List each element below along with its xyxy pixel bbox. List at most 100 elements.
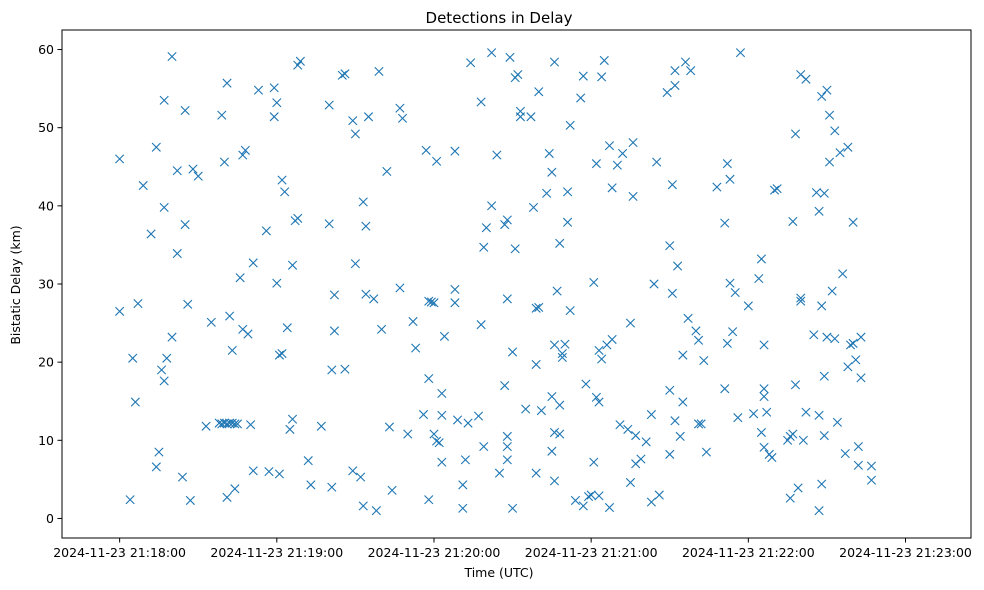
data-point (607, 334, 617, 345)
data-point (280, 187, 290, 197)
data-points (115, 48, 877, 516)
data-point (526, 112, 536, 122)
data-point (667, 288, 677, 298)
data-point (646, 497, 656, 507)
data-point (350, 129, 360, 139)
data-point (450, 146, 460, 156)
data-point (274, 469, 285, 479)
data-point (824, 110, 835, 120)
data-point (138, 180, 148, 191)
data-point (172, 248, 182, 259)
data-point (625, 318, 636, 328)
data-point (662, 87, 672, 98)
data-point (796, 293, 806, 303)
data-point (756, 254, 767, 264)
y-tick-label: 30 (38, 277, 54, 292)
data-point (201, 421, 211, 431)
data-point (534, 87, 544, 97)
data-point (798, 435, 808, 445)
data-point (397, 113, 408, 123)
data-point (673, 261, 683, 271)
data-point (628, 191, 638, 202)
data-point (544, 148, 554, 159)
data-point (756, 427, 767, 438)
data-point (329, 326, 340, 336)
data-point (303, 456, 313, 466)
data-point (115, 306, 125, 316)
data-point (830, 126, 840, 136)
data-point (843, 142, 853, 152)
data-point (167, 332, 177, 342)
data-point (555, 400, 565, 410)
data-point (680, 57, 691, 67)
data-point (128, 353, 138, 363)
data-point (502, 431, 512, 441)
y-axis-label: Bistatic Delay (km) (8, 225, 23, 344)
data-point (180, 220, 190, 230)
data-point (243, 329, 253, 339)
data-point (560, 339, 570, 349)
data-point (547, 446, 557, 456)
data-point (240, 145, 250, 155)
data-point (646, 409, 656, 420)
data-point (654, 490, 664, 500)
data-point (811, 187, 822, 198)
data-point (840, 449, 850, 459)
data-point (458, 503, 468, 513)
data-point (515, 106, 526, 116)
data-point (531, 359, 541, 370)
data-point (691, 326, 701, 336)
data-point (269, 112, 279, 122)
data-point (604, 502, 615, 513)
data-point (712, 182, 722, 192)
data-point (408, 316, 418, 327)
data-point (361, 221, 371, 231)
data-point (696, 419, 706, 429)
data-point (429, 429, 439, 439)
data-point (853, 441, 863, 452)
data-point (272, 98, 282, 108)
data-point (845, 340, 856, 350)
data-point (159, 95, 169, 105)
y-tick-label: 60 (38, 42, 54, 57)
data-point (277, 348, 287, 359)
data-point (838, 269, 848, 279)
data-point (361, 289, 371, 299)
data-point (528, 202, 539, 212)
data-point (350, 259, 360, 269)
data-point (631, 431, 641, 441)
data-point (693, 419, 704, 429)
data-point (505, 52, 515, 62)
data-point (576, 93, 586, 103)
data-point (180, 105, 190, 116)
data-point (269, 83, 279, 93)
data-point (421, 145, 431, 155)
data-point (788, 429, 798, 439)
data-point (432, 156, 442, 166)
data-point (730, 288, 740, 298)
data-point (830, 334, 840, 344)
data-point (817, 91, 827, 102)
data-point (754, 273, 764, 284)
data-point (340, 364, 350, 374)
data-point (578, 71, 588, 81)
data-point (835, 148, 845, 158)
data-point (507, 347, 518, 357)
data-point (817, 479, 827, 489)
data-point (287, 260, 298, 270)
y-tick-label: 50 (38, 120, 54, 135)
data-point (581, 379, 591, 389)
data-point (667, 180, 677, 190)
x-tick-label: 2024-11-23 21:20:00 (368, 545, 501, 560)
data-point (371, 506, 381, 516)
data-point (597, 354, 607, 364)
data-point (125, 495, 135, 505)
x-tick-label: 2024-11-23 21:18:00 (53, 545, 186, 560)
data-point (722, 159, 732, 169)
data-point (767, 452, 777, 463)
data-point (230, 484, 240, 494)
data-point (492, 150, 502, 160)
data-point (649, 279, 659, 289)
data-point (337, 70, 347, 80)
